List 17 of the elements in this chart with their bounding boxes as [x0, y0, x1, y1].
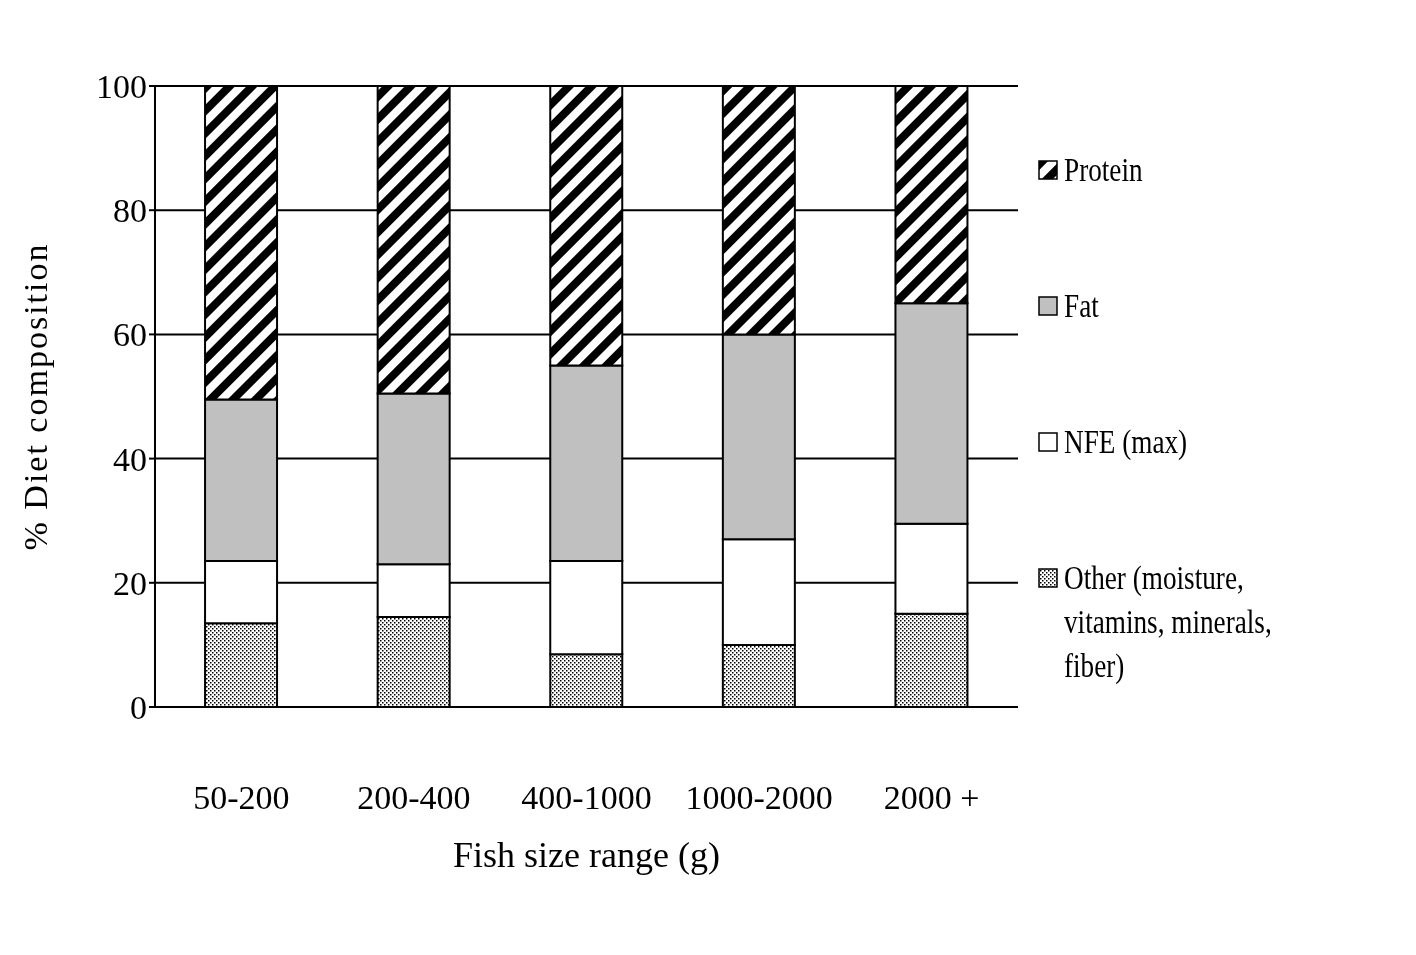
- x-axis-title: Fish size range (g): [453, 835, 720, 875]
- y-tick-label: 80: [113, 192, 147, 230]
- legend-label: Other (moisture, vitamins, minerals, fiber): [1064, 558, 1273, 686]
- x-tick-label: 400-1000: [521, 779, 652, 817]
- x-tick-label: 50-200: [193, 779, 290, 817]
- y-tick-label: 40: [113, 440, 147, 478]
- legend-label: Fat: [1064, 286, 1100, 326]
- x-tick-label: 2000 +: [883, 779, 980, 817]
- y-tick-label: 20: [113, 564, 147, 602]
- legend-label: Protein: [1064, 150, 1144, 190]
- legend-label: NFE (max): [1064, 422, 1189, 462]
- x-tick-label: 200-400: [357, 779, 471, 817]
- x-tick-label: 1000-2000: [685, 779, 833, 817]
- y-tick-label: 100: [96, 68, 147, 106]
- y-tick-label: 0: [130, 689, 147, 727]
- y-axis-title: % Diet composition: [17, 242, 55, 551]
- y-tick-label: 60: [113, 316, 147, 354]
